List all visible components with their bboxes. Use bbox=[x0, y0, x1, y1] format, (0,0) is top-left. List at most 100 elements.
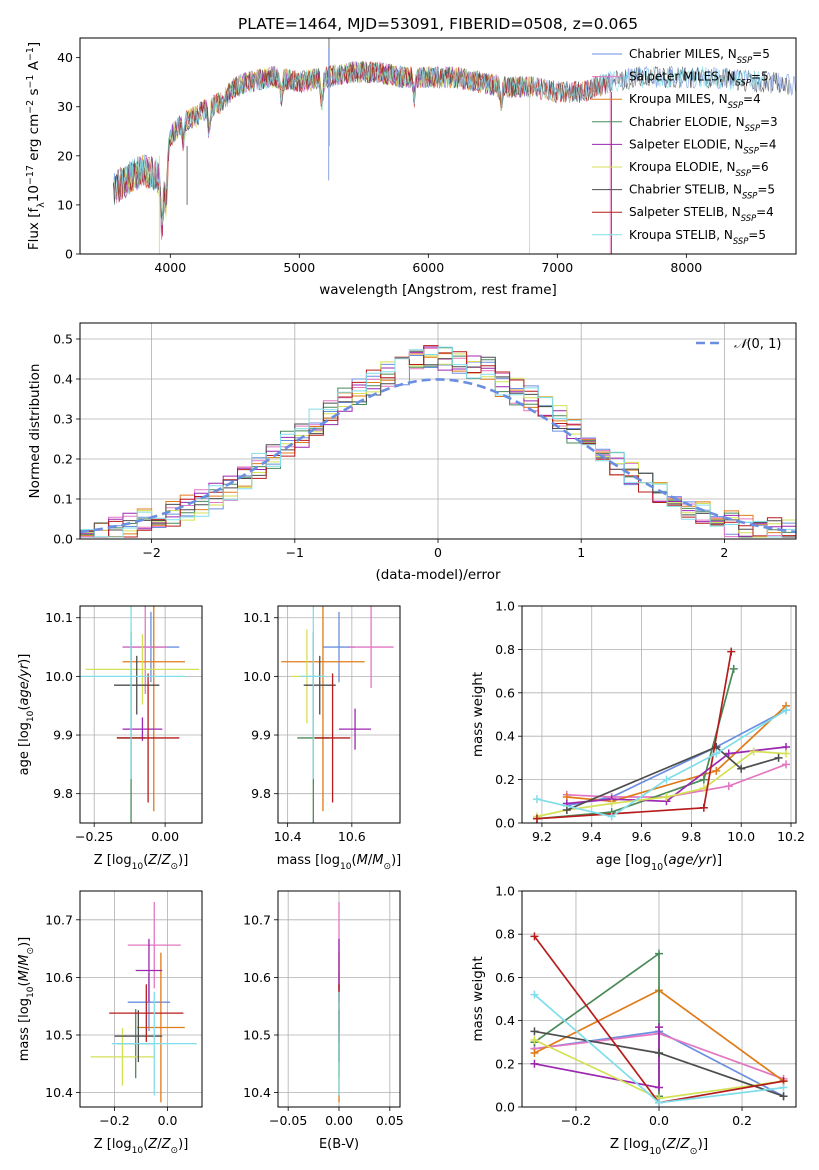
label-part: / bbox=[157, 853, 162, 868]
plus-marker bbox=[779, 1083, 788, 1092]
label-part: Salpeter STELIB, N bbox=[629, 205, 741, 219]
label-part: A bbox=[26, 60, 42, 74]
label-part: / bbox=[368, 853, 373, 868]
x-tick-label: 10.0 bbox=[727, 829, 755, 844]
ebv-xlabel: E(B-V) bbox=[319, 1137, 359, 1152]
label-part: SSP bbox=[741, 213, 757, 223]
spectrum-xlabel: wavelength [Angstrom, rest frame] bbox=[319, 282, 557, 298]
x-tick-label: 0.00 bbox=[325, 1113, 353, 1128]
errorbar-salpeter-elodie bbox=[135, 938, 163, 1003]
errorbar-salpeter-miles bbox=[127, 901, 181, 989]
label-part: ⊙ bbox=[171, 862, 179, 872]
label-part: M bbox=[17, 970, 32, 981]
x-tick-label: −0.2 bbox=[99, 1113, 129, 1128]
legend-label: Chabrier ELODIE, NSSP=3 bbox=[629, 115, 778, 133]
errorbar-kroupa-elodie bbox=[90, 1028, 155, 1086]
label-part: Z bbox=[161, 1137, 172, 1152]
label-part: SSP bbox=[745, 123, 761, 133]
x-tick-label: 2 bbox=[720, 545, 728, 560]
label-part: erg cm bbox=[26, 114, 42, 165]
y-tick-label: 40 bbox=[57, 50, 73, 65]
label-part: ⊙ bbox=[383, 862, 391, 872]
series-salpeter-elodie bbox=[530, 1023, 663, 1092]
ticks-spectrum: 4000 5000 6000 7000 8000 0 10 20 30 40 bbox=[57, 50, 702, 275]
label-part: SSP bbox=[728, 100, 744, 110]
label-part: Kroupa ELODIE, N bbox=[629, 160, 736, 174]
frame-weight-z bbox=[521, 890, 797, 1108]
y-tick-label: 0.2 bbox=[53, 452, 73, 467]
errorbars-z-age bbox=[80, 606, 200, 823]
y-tick-label: 10.0 bbox=[45, 669, 73, 684]
axes-weight-z: −0.2 0.0 0.2 0.0 0.2 0.4 0.6 0.8 1.0 mass weight Z… bbox=[470, 884, 797, 1157]
label-part: )] bbox=[178, 1137, 188, 1152]
x-tick-label: 4000 bbox=[154, 260, 186, 275]
histogram-steps bbox=[80, 345, 796, 538]
legend-label: Salpeter ELODIE, NSSP=4 bbox=[629, 137, 777, 155]
label-part: 10 bbox=[649, 1146, 661, 1157]
label-part: ( bbox=[663, 852, 668, 868]
plot-area: 4000 5000 6000 7000 8000010203040wavelength … bbox=[17, 37, 805, 1157]
frame-z-age bbox=[79, 605, 203, 824]
errorbar-salpeter-stelib bbox=[109, 984, 184, 1042]
label-part: Chabrier ELODIE, N bbox=[629, 115, 745, 129]
errorbar-salpeter-miles bbox=[348, 606, 394, 689]
errorbar-kroupa-miles bbox=[281, 606, 365, 812]
x-tick-label: 9.6 bbox=[632, 829, 652, 844]
label-part: =5 bbox=[751, 70, 769, 84]
y-tick-label: 0.0 bbox=[495, 816, 515, 831]
label-part: 10 bbox=[132, 1146, 144, 1156]
series-kroupa-stelib bbox=[530, 990, 788, 1107]
x-tick-label: 0.0 bbox=[158, 1113, 178, 1128]
spectrum-kroupa-stelib bbox=[113, 61, 764, 226]
plus-marker bbox=[699, 775, 708, 784]
plus-marker bbox=[655, 1098, 663, 1107]
label-part: −17 bbox=[25, 165, 36, 185]
label-part: Z bbox=[147, 1137, 158, 1152]
weight-age-xlabel: age [log10(age/yr)] bbox=[596, 852, 722, 873]
axes-weight-age: 9.2 9.4 9.6 9.8 10.0 10.2 0.0 0.2 0.4 0.6 0.8 1.0 ma… bbox=[470, 599, 805, 873]
label-part: 10 bbox=[26, 185, 42, 202]
plus-marker bbox=[662, 775, 671, 784]
spectrum-ylabel: Flux [fλ10−17 erg cm−2 s−1 A−1] bbox=[25, 42, 47, 250]
legend-label: Chabrier STELIB, NSSP=5 bbox=[629, 183, 775, 201]
label-part: =4 bbox=[756, 205, 774, 219]
y-tick-label: 10 bbox=[57, 197, 73, 212]
spectrum-frame bbox=[79, 37, 797, 255]
label-part: 10 bbox=[26, 986, 36, 998]
x-tick-label: −0.25 bbox=[75, 829, 113, 844]
spectrum-salpeter-stelib bbox=[113, 60, 609, 237]
plus-marker bbox=[530, 932, 539, 941]
y-tick-label: 10.5 bbox=[243, 1028, 271, 1043]
label-part: Chabrier STELIB, N bbox=[629, 183, 742, 197]
ticks-z-age: −0.25 0.00 9.8 9.9 10.0 10.1 bbox=[45, 610, 179, 844]
label-part: SSP bbox=[736, 168, 752, 178]
y-tick-label: 1.0 bbox=[495, 884, 515, 899]
errorbars-mass-age bbox=[281, 606, 394, 823]
ticks-residuals: −2 −1 0 1 2 0.0 0.1 0.2 0.3 0.4 0.5 bbox=[53, 332, 728, 561]
label-part: ( bbox=[661, 1136, 666, 1152]
y-tick-label: 20 bbox=[57, 148, 73, 163]
series-chabrier-stelib bbox=[530, 1027, 788, 1101]
z-age-ylabel: age [log10(age/yr)] bbox=[17, 654, 36, 776]
label-part: age [log bbox=[17, 722, 32, 775]
series-line bbox=[566, 746, 779, 811]
label-part: )] bbox=[391, 853, 401, 868]
label-part: )] bbox=[698, 1136, 709, 1152]
frame-ebv-mass bbox=[277, 890, 401, 1108]
errorbar-salpeter-miles bbox=[122, 606, 168, 694]
y-tick-label: 0.0 bbox=[53, 532, 73, 547]
plus-marker bbox=[662, 792, 671, 801]
label-part: mass [log bbox=[17, 998, 32, 1061]
x-tick-label: −0.2 bbox=[561, 1113, 591, 1128]
x-tick-label: 10.2 bbox=[777, 829, 805, 844]
ticks-z-mass: −0.2 0.0 10.4 10.5 10.6 10.7 bbox=[45, 912, 177, 1128]
y-tick-label: 0.6 bbox=[495, 970, 515, 985]
legend-label: Salpeter MILES, NSSP=5 bbox=[629, 70, 769, 88]
legend-label: 𝒩(0, 1) bbox=[734, 337, 781, 352]
x-tick-label: 1 bbox=[577, 545, 585, 560]
label-part: Z [log bbox=[94, 853, 132, 868]
label-part: 10 bbox=[26, 710, 36, 722]
frame-weight-age bbox=[521, 605, 797, 824]
x-tick-label: −2 bbox=[142, 545, 160, 560]
